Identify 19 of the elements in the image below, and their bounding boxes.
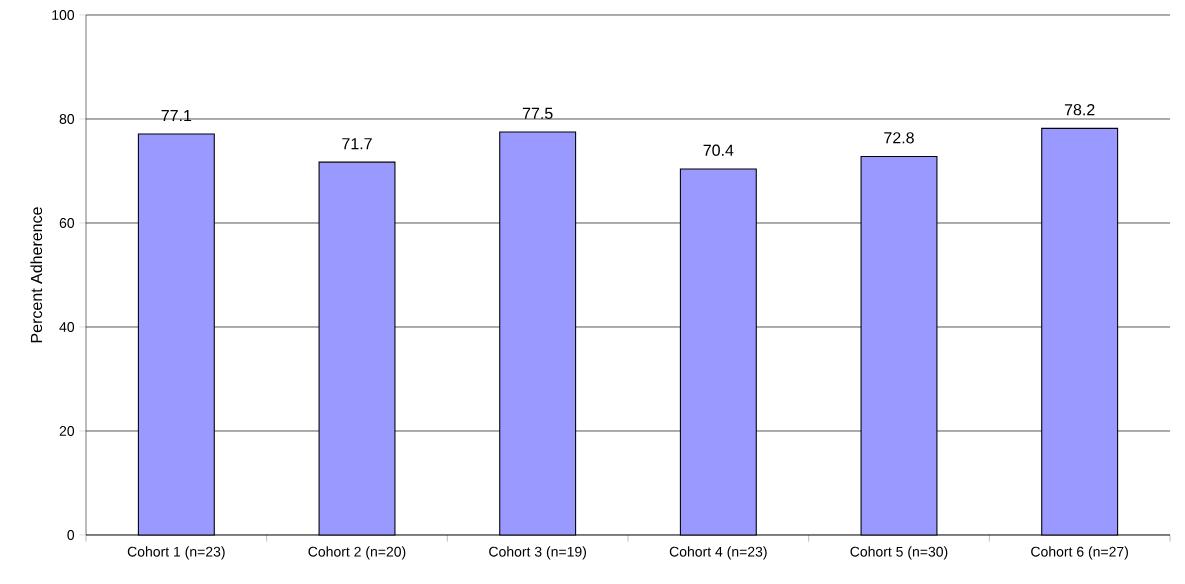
data-label: 71.7	[342, 138, 372, 150]
data-label: 77.5	[522, 107, 553, 119]
x-tick-label: Cohort 1 (n=23)	[127, 546, 225, 560]
y-tick-label: 20	[59, 426, 75, 436]
data-label: 72.8	[884, 132, 914, 144]
data-label: 78.2	[1064, 104, 1095, 116]
y-tick-label: 0	[67, 530, 75, 540]
x-tick-label: Cohort 3 (n=19)	[489, 546, 586, 560]
x-tick-label: Cohort 4 (n=23)	[669, 546, 767, 560]
x-tick-label: Cohort 2 (n=20)	[308, 546, 406, 560]
x-tick-label: Cohort 6 (n=27)	[1031, 546, 1128, 560]
x-tick-label: Cohort 5 (n=30)	[850, 546, 948, 560]
y-tick-label: 100	[52, 10, 75, 20]
data-label: 70.4	[703, 144, 734, 156]
y-tick-label: 40	[59, 322, 75, 332]
y-tick-label: 80	[59, 114, 75, 124]
y-axis-title: Percent Adherence	[30, 207, 43, 343]
y-tick-label: 60	[59, 218, 75, 228]
data-label: 77.1	[161, 110, 192, 122]
